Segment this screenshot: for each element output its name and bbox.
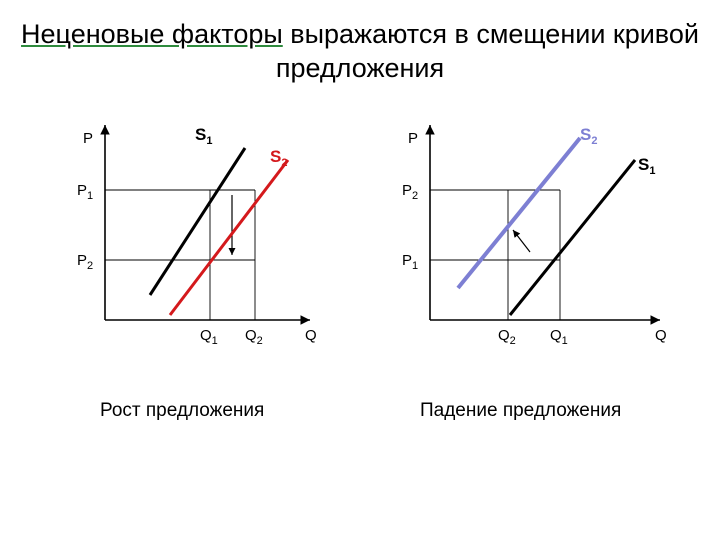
shift-arrow (513, 230, 530, 252)
curve-s1 (150, 148, 245, 295)
p-axis-label: P (408, 130, 418, 147)
curve-s1 (510, 160, 635, 315)
s2-label: S2 (580, 125, 597, 147)
p1-label: P1 (77, 182, 93, 202)
left-caption: Рост предложения (100, 400, 264, 422)
left-chart: P Q P1 P2 Q1 Q2 S1 S2 (60, 120, 340, 360)
title-rest: выражаются в смещении кривой предложения (276, 19, 699, 83)
q1-label: Q1 (200, 327, 218, 347)
p2-label: P2 (77, 252, 93, 272)
q2-label: Q2 (498, 327, 516, 347)
p1-label: P1 (402, 252, 418, 272)
q-axis-label: Q (655, 327, 667, 344)
page-title: Неценовые факторы выражаются в смещении … (0, 18, 720, 86)
right-chart: P Q P1 P2 Q1 Q2 S1 S2 (390, 120, 690, 360)
curve-s2 (458, 138, 580, 288)
s1-label: S1 (638, 155, 655, 177)
left-chart-svg: P Q P1 P2 Q1 Q2 S1 S2 (60, 120, 340, 360)
s2-label: S2 (270, 147, 287, 169)
q2-label: Q2 (245, 327, 263, 347)
p2-label: P2 (402, 182, 418, 202)
p-axis-label: P (83, 130, 93, 147)
q1-label: Q1 (550, 327, 568, 347)
s1-label: S1 (195, 125, 212, 147)
right-chart-svg: P Q P1 P2 Q1 Q2 S1 S2 (390, 120, 690, 360)
right-caption: Падение предложения (420, 400, 621, 422)
title-underlined: Неценовые факторы (21, 19, 283, 49)
q-axis-label: Q (305, 327, 317, 344)
